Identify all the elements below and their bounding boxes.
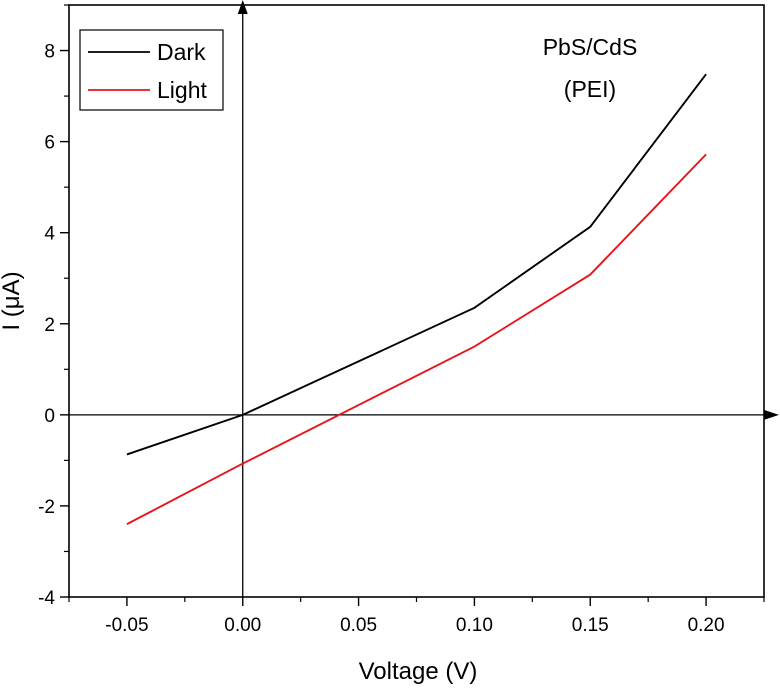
legend-label-light: Light bbox=[157, 77, 207, 103]
y-tick-label: 2 bbox=[44, 315, 55, 336]
x-axis-title: Voltage (V) bbox=[359, 658, 478, 685]
ticks-layer: -0.05 0.00 0.05 0.10 0.15 0.20 -4 -2 0 2 4 6 8 bbox=[38, 4, 765, 636]
legend-label-dark: Dark bbox=[157, 39, 206, 65]
series-layer bbox=[126, 73, 707, 525]
series-line-dark bbox=[126, 73, 707, 456]
y-axis-arrow bbox=[237, 0, 248, 14]
y-tick-label: -2 bbox=[38, 497, 55, 518]
zero-axes bbox=[69, 0, 779, 597]
x-tick-label: 0.05 bbox=[340, 615, 377, 636]
annotation-line-2: (PEI) bbox=[564, 76, 616, 102]
x-axis-arrow bbox=[764, 409, 779, 420]
x-tick-label: -0.05 bbox=[105, 615, 148, 636]
legend: Dark Light bbox=[79, 29, 224, 111]
x-tick-label: 0.00 bbox=[224, 615, 261, 636]
y-tick-label: 8 bbox=[44, 42, 55, 63]
x-tick-label: 0.20 bbox=[688, 615, 725, 636]
annotation-line-1: PbS/CdS bbox=[543, 34, 638, 60]
series-line-light bbox=[126, 153, 707, 525]
y-tick-label: 6 bbox=[44, 133, 55, 154]
y-tick-label: -4 bbox=[38, 588, 55, 609]
y-tick-label: 4 bbox=[44, 224, 55, 245]
x-tick-label: 0.10 bbox=[456, 615, 493, 636]
legend-box bbox=[79, 29, 224, 111]
x-tick-label: 0.15 bbox=[572, 615, 609, 636]
annotation: PbS/CdS (PEI) bbox=[543, 34, 638, 102]
y-axis-title: I (μA) bbox=[0, 271, 25, 330]
y-tick-label: 0 bbox=[44, 406, 55, 427]
